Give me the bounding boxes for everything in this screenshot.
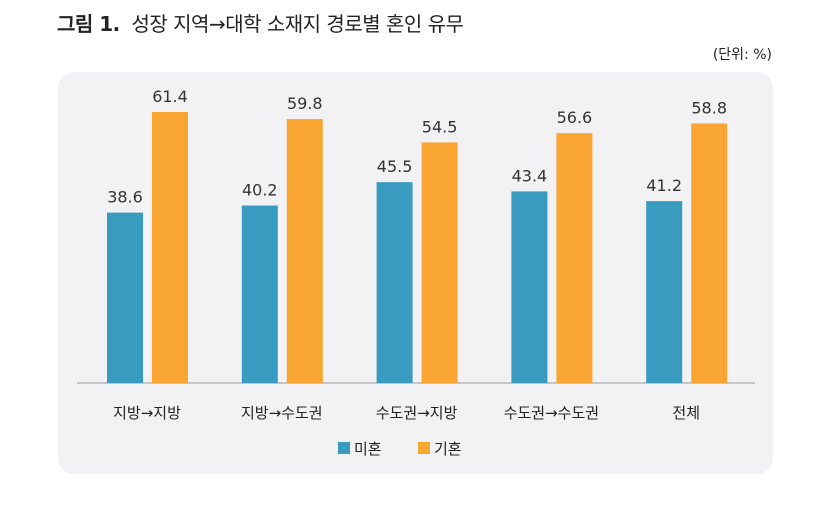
legend-label: 미혼 bbox=[354, 440, 382, 458]
legend-swatch-0 bbox=[338, 442, 350, 454]
unit-label: (단위: %) bbox=[712, 47, 772, 63]
chart-title: 그림 1. 성장 지역→대학 소재지 경로별 혼인 유무 bbox=[57, 8, 464, 37]
data-label: 41.2 bbox=[646, 176, 682, 195]
bar-미혼-3 bbox=[511, 191, 548, 383]
x-tick-label: 지방→지방 bbox=[113, 404, 181, 422]
x-tick-label: 수도권→지방 bbox=[376, 404, 458, 422]
legend-swatch-1 bbox=[418, 442, 430, 454]
bar-기혼-0 bbox=[152, 111, 188, 383]
data-label: 59.8 bbox=[287, 94, 323, 113]
data-label: 58.8 bbox=[691, 98, 727, 117]
bar-기혼-1 bbox=[286, 119, 323, 384]
figure-number: 그림 1. bbox=[57, 12, 120, 36]
data-label: 45.5 bbox=[377, 157, 413, 176]
title-text: 성장 지역→대학 소재지 경로별 혼인 유무 bbox=[131, 12, 464, 36]
bar-기혼-2 bbox=[421, 142, 458, 383]
x-tick-label: 수도권→수도권 bbox=[504, 404, 599, 422]
bar-미혼-1 bbox=[241, 205, 278, 383]
data-label: 54.5 bbox=[422, 117, 458, 136]
legend-label: 기혼 bbox=[434, 440, 462, 458]
data-label: 40.2 bbox=[242, 181, 278, 200]
x-tick-label: 전체 bbox=[672, 404, 700, 422]
data-label: 38.6 bbox=[107, 188, 143, 207]
bar-미혼-0 bbox=[107, 212, 143, 383]
bar-기혼-4 bbox=[691, 123, 728, 383]
data-label: 61.4 bbox=[152, 87, 188, 106]
bar-기혼-3 bbox=[556, 133, 593, 383]
bar-미혼-4 bbox=[646, 201, 683, 383]
x-tick-label: 지방→수도권 bbox=[241, 404, 323, 422]
data-label: 56.6 bbox=[557, 108, 593, 127]
bar-미혼-2 bbox=[376, 182, 413, 383]
data-label: 43.4 bbox=[512, 166, 548, 185]
